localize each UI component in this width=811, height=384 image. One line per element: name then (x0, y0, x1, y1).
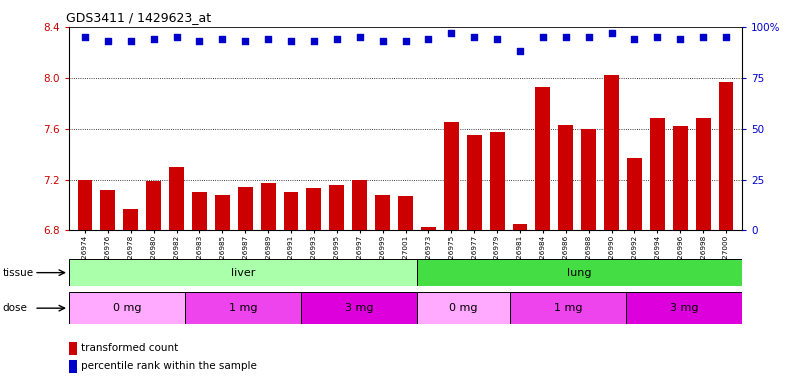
Point (101, 38, 114, 44)
Point (354, 34, 367, 40)
Bar (185, 292, 301, 324)
Text: 0 mg: 0 mg (449, 303, 478, 313)
Text: GDS3411 / 1429623_at: GDS3411 / 1429623_at (66, 11, 211, 24)
Point (238, 38, 251, 44)
Bar (673, 126, 688, 230)
Bar (398, 196, 413, 230)
Bar (123, 209, 138, 230)
Bar (417, 259, 742, 286)
Point (536, 34, 549, 40)
Bar (444, 122, 459, 230)
Point (605, 30, 618, 36)
Bar (329, 185, 344, 230)
Point (674, 36, 687, 42)
Point (651, 34, 664, 40)
Bar (421, 227, 436, 230)
Point (216, 36, 229, 42)
Bar (284, 192, 298, 230)
Point (560, 34, 573, 40)
Bar (215, 195, 230, 230)
Text: 3 mg: 3 mg (345, 303, 373, 313)
Bar (626, 292, 742, 324)
Point (513, 48, 526, 55)
Point (307, 38, 320, 44)
Text: 1 mg: 1 mg (554, 303, 582, 313)
Bar (490, 132, 504, 230)
Point (719, 34, 732, 40)
Point (468, 34, 481, 40)
Bar (101, 190, 115, 230)
Bar (146, 181, 161, 230)
Bar (510, 292, 626, 324)
Point (399, 38, 412, 44)
Point (376, 38, 389, 44)
Bar (558, 125, 573, 230)
Text: 3 mg: 3 mg (670, 303, 698, 313)
Text: transformed count: transformed count (81, 343, 178, 353)
Bar (69, 259, 417, 286)
Bar (192, 192, 207, 230)
Point (628, 36, 641, 42)
Point (491, 36, 504, 42)
Bar (375, 195, 390, 230)
Point (79, 34, 92, 40)
Point (697, 34, 710, 40)
Bar (169, 167, 184, 230)
Point (285, 38, 298, 44)
Bar (719, 81, 733, 230)
Bar (604, 75, 619, 230)
Point (124, 38, 137, 44)
Bar (650, 119, 665, 230)
Bar (581, 129, 596, 230)
Bar (696, 119, 710, 230)
Bar (627, 158, 642, 230)
Bar (69, 292, 185, 324)
Text: dose: dose (2, 303, 28, 313)
Text: percentile rank within the sample: percentile rank within the sample (81, 361, 257, 371)
Bar (78, 179, 92, 230)
Bar (535, 87, 551, 230)
Bar (69, 360, 77, 373)
Point (147, 36, 160, 42)
Point (262, 36, 275, 42)
Point (193, 38, 206, 44)
Point (330, 36, 343, 42)
Bar (301, 292, 417, 324)
Text: liver: liver (231, 268, 255, 278)
Point (582, 34, 595, 40)
Text: 1 mg: 1 mg (229, 303, 257, 313)
Bar (417, 292, 510, 324)
Text: tissue: tissue (2, 268, 33, 278)
Bar (513, 224, 527, 230)
Bar (352, 179, 367, 230)
Point (444, 30, 457, 36)
Point (422, 36, 435, 42)
Bar (69, 342, 77, 355)
Bar (307, 189, 321, 230)
Point (170, 34, 183, 40)
Bar (467, 135, 482, 230)
Bar (238, 187, 253, 230)
Text: 0 mg: 0 mg (113, 303, 141, 313)
Bar (260, 183, 276, 230)
Text: lung: lung (568, 268, 592, 278)
